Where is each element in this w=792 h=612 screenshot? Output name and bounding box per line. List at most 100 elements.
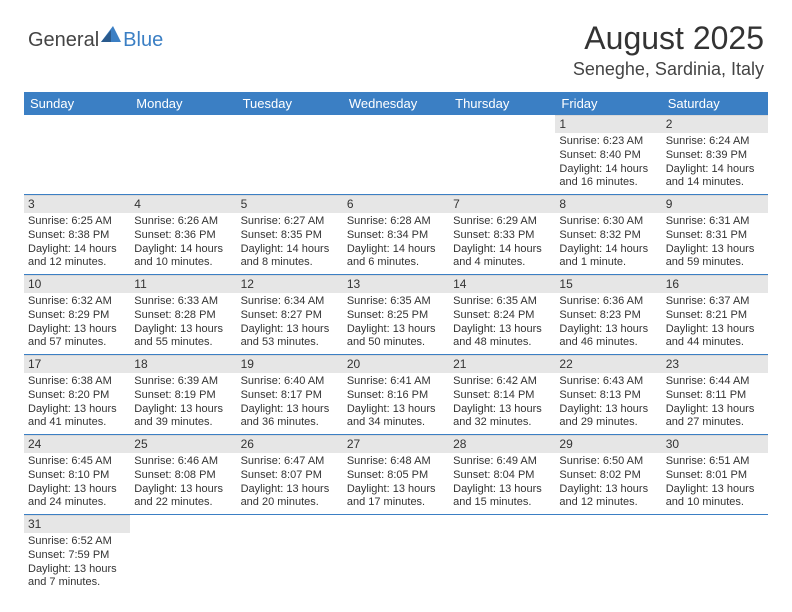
daylight-text: Daylight: 14 hours and 1 minute. xyxy=(559,243,657,271)
daylight-text: Daylight: 13 hours and 10 minutes. xyxy=(666,483,764,511)
sunrise-text: Sunrise: 6:33 AM xyxy=(134,295,232,309)
daylight-text: Daylight: 13 hours and 53 minutes. xyxy=(241,323,339,351)
day-cell: 27Sunrise: 6:48 AMSunset: 8:05 PMDayligh… xyxy=(343,435,449,514)
day-cell: 25Sunrise: 6:46 AMSunset: 8:08 PMDayligh… xyxy=(130,435,236,514)
day-body: Sunrise: 6:30 AMSunset: 8:32 PMDaylight:… xyxy=(555,213,661,274)
empty-cell xyxy=(24,115,130,194)
day-cell: 30Sunrise: 6:51 AMSunset: 8:01 PMDayligh… xyxy=(662,435,768,514)
day-body: Sunrise: 6:48 AMSunset: 8:05 PMDaylight:… xyxy=(343,453,449,514)
sunset-text: Sunset: 8:31 PM xyxy=(666,229,764,243)
empty-cell xyxy=(237,115,343,194)
day-cell: 22Sunrise: 6:43 AMSunset: 8:13 PMDayligh… xyxy=(555,355,661,434)
day-number: 15 xyxy=(555,275,661,293)
sunrise-text: Sunrise: 6:30 AM xyxy=(559,215,657,229)
sunset-text: Sunset: 8:34 PM xyxy=(347,229,445,243)
sunset-text: Sunset: 8:32 PM xyxy=(559,229,657,243)
sunrise-text: Sunrise: 6:39 AM xyxy=(134,375,232,389)
sunset-text: Sunset: 8:29 PM xyxy=(28,309,126,323)
sunrise-text: Sunrise: 6:51 AM xyxy=(666,455,764,469)
day-header-cell: Monday xyxy=(130,92,236,115)
daylight-text: Daylight: 13 hours and 17 minutes. xyxy=(347,483,445,511)
sunset-text: Sunset: 8:08 PM xyxy=(134,469,232,483)
sunrise-text: Sunrise: 6:49 AM xyxy=(453,455,551,469)
day-number: 21 xyxy=(449,355,555,373)
sunrise-text: Sunrise: 6:50 AM xyxy=(559,455,657,469)
daylight-text: Daylight: 13 hours and 12 minutes. xyxy=(559,483,657,511)
empty-cell xyxy=(449,515,555,594)
day-number: 25 xyxy=(130,435,236,453)
day-header-cell: Wednesday xyxy=(343,92,449,115)
daylight-text: Daylight: 13 hours and 41 minutes. xyxy=(28,403,126,431)
location: Seneghe, Sardinia, Italy xyxy=(573,59,764,80)
day-body: Sunrise: 6:33 AMSunset: 8:28 PMDaylight:… xyxy=(130,293,236,354)
day-cell: 5Sunrise: 6:27 AMSunset: 8:35 PMDaylight… xyxy=(237,195,343,274)
title-block: August 2025 Seneghe, Sardinia, Italy xyxy=(573,20,764,80)
sunset-text: Sunset: 8:20 PM xyxy=(28,389,126,403)
day-number: 1 xyxy=(555,115,661,133)
day-number: 4 xyxy=(130,195,236,213)
calendar: SundayMondayTuesdayWednesdayThursdayFrid… xyxy=(24,92,768,594)
day-cell: 15Sunrise: 6:36 AMSunset: 8:23 PMDayligh… xyxy=(555,275,661,354)
day-body: Sunrise: 6:26 AMSunset: 8:36 PMDaylight:… xyxy=(130,213,236,274)
day-cell: 24Sunrise: 6:45 AMSunset: 8:10 PMDayligh… xyxy=(24,435,130,514)
day-number: 13 xyxy=(343,275,449,293)
sunrise-text: Sunrise: 6:44 AM xyxy=(666,375,764,389)
sunrise-text: Sunrise: 6:24 AM xyxy=(666,135,764,149)
day-number: 17 xyxy=(24,355,130,373)
day-cell: 14Sunrise: 6:35 AMSunset: 8:24 PMDayligh… xyxy=(449,275,555,354)
day-cell: 20Sunrise: 6:41 AMSunset: 8:16 PMDayligh… xyxy=(343,355,449,434)
daylight-text: Daylight: 13 hours and 27 minutes. xyxy=(666,403,764,431)
day-body: Sunrise: 6:42 AMSunset: 8:14 PMDaylight:… xyxy=(449,373,555,434)
empty-cell xyxy=(343,115,449,194)
daylight-text: Daylight: 13 hours and 59 minutes. xyxy=(666,243,764,271)
day-body: Sunrise: 6:45 AMSunset: 8:10 PMDaylight:… xyxy=(24,453,130,514)
day-cell: 3Sunrise: 6:25 AMSunset: 8:38 PMDaylight… xyxy=(24,195,130,274)
sunset-text: Sunset: 8:25 PM xyxy=(347,309,445,323)
sunset-text: Sunset: 8:01 PM xyxy=(666,469,764,483)
day-cell: 16Sunrise: 6:37 AMSunset: 8:21 PMDayligh… xyxy=(662,275,768,354)
day-cell: 17Sunrise: 6:38 AMSunset: 8:20 PMDayligh… xyxy=(24,355,130,434)
day-cell: 23Sunrise: 6:44 AMSunset: 8:11 PMDayligh… xyxy=(662,355,768,434)
day-cell: 1Sunrise: 6:23 AMSunset: 8:40 PMDaylight… xyxy=(555,115,661,194)
header: General Blue August 2025 Seneghe, Sardin… xyxy=(0,0,792,88)
sail-icon xyxy=(101,26,123,49)
day-cell: 10Sunrise: 6:32 AMSunset: 8:29 PMDayligh… xyxy=(24,275,130,354)
daylight-text: Daylight: 14 hours and 14 minutes. xyxy=(666,163,764,191)
sunset-text: Sunset: 8:17 PM xyxy=(241,389,339,403)
day-number: 14 xyxy=(449,275,555,293)
day-header-cell: Thursday xyxy=(449,92,555,115)
day-body: Sunrise: 6:35 AMSunset: 8:25 PMDaylight:… xyxy=(343,293,449,354)
week-row: 17Sunrise: 6:38 AMSunset: 8:20 PMDayligh… xyxy=(24,355,768,435)
daylight-text: Daylight: 13 hours and 34 minutes. xyxy=(347,403,445,431)
sunrise-text: Sunrise: 6:48 AM xyxy=(347,455,445,469)
daylight-text: Daylight: 13 hours and 44 minutes. xyxy=(666,323,764,351)
day-cell: 12Sunrise: 6:34 AMSunset: 8:27 PMDayligh… xyxy=(237,275,343,354)
week-row: 24Sunrise: 6:45 AMSunset: 8:10 PMDayligh… xyxy=(24,435,768,515)
day-number: 26 xyxy=(237,435,343,453)
sunset-text: Sunset: 8:39 PM xyxy=(666,149,764,163)
sunrise-text: Sunrise: 6:27 AM xyxy=(241,215,339,229)
empty-cell xyxy=(343,515,449,594)
day-body: Sunrise: 6:28 AMSunset: 8:34 PMDaylight:… xyxy=(343,213,449,274)
day-number: 20 xyxy=(343,355,449,373)
day-body: Sunrise: 6:44 AMSunset: 8:11 PMDaylight:… xyxy=(662,373,768,434)
sunrise-text: Sunrise: 6:34 AM xyxy=(241,295,339,309)
daylight-text: Daylight: 13 hours and 22 minutes. xyxy=(134,483,232,511)
empty-cell xyxy=(555,515,661,594)
day-number: 22 xyxy=(555,355,661,373)
empty-cell xyxy=(130,115,236,194)
day-body: Sunrise: 6:24 AMSunset: 8:39 PMDaylight:… xyxy=(662,133,768,194)
sunset-text: Sunset: 8:10 PM xyxy=(28,469,126,483)
sunrise-text: Sunrise: 6:35 AM xyxy=(347,295,445,309)
sunrise-text: Sunrise: 6:32 AM xyxy=(28,295,126,309)
day-body: Sunrise: 6:25 AMSunset: 8:38 PMDaylight:… xyxy=(24,213,130,274)
daylight-text: Daylight: 13 hours and 39 minutes. xyxy=(134,403,232,431)
day-number: 5 xyxy=(237,195,343,213)
day-number: 6 xyxy=(343,195,449,213)
daylight-text: Daylight: 13 hours and 46 minutes. xyxy=(559,323,657,351)
sunrise-text: Sunrise: 6:45 AM xyxy=(28,455,126,469)
day-number: 16 xyxy=(662,275,768,293)
daylight-text: Daylight: 13 hours and 7 minutes. xyxy=(28,563,126,591)
day-number: 28 xyxy=(449,435,555,453)
sunset-text: Sunset: 8:14 PM xyxy=(453,389,551,403)
